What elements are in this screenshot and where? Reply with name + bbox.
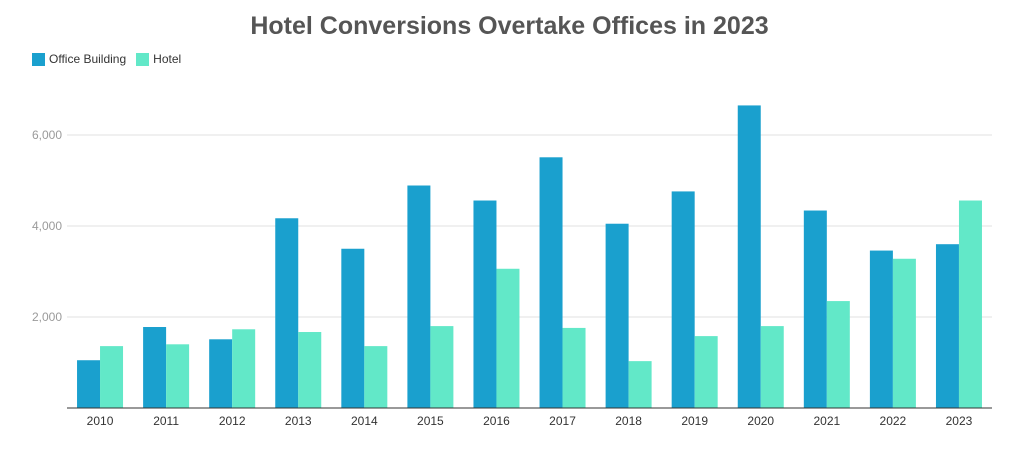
bar-hotel-2021: [826, 301, 850, 408]
bar-office-building-2011: [143, 327, 167, 408]
legend-item-office-building[interactable]: Office Building: [32, 52, 126, 66]
legend-label-hotel: Hotel: [153, 52, 182, 66]
x-tick-label: 2019: [681, 414, 708, 428]
x-tick-label: 2013: [285, 414, 312, 428]
bar-hotel-2012: [232, 329, 256, 408]
bar-hotel-2018: [628, 361, 652, 408]
legend-swatch-hotel: [136, 52, 150, 66]
bar-hotel-2013: [298, 332, 322, 408]
x-tick-label: 2012: [219, 414, 246, 428]
x-tick-label: 2020: [747, 414, 774, 428]
bar-hotel-2019: [694, 336, 718, 408]
bar-office-building-2018: [605, 223, 629, 408]
bar-office-building-2012: [209, 339, 233, 408]
bar-hotel-2022: [892, 258, 916, 408]
bar-office-building-2014: [341, 248, 365, 408]
x-tick-label: 2018: [615, 414, 642, 428]
bar-office-building-2023: [935, 244, 959, 408]
bar-hotel-2010: [100, 346, 124, 408]
bar-office-building-2015: [407, 185, 431, 408]
legend: Office Building Hotel: [32, 52, 191, 66]
bar-office-building-2020: [737, 105, 761, 409]
bar-hotel-2014: [364, 346, 388, 408]
x-tick-label: 2011: [153, 414, 179, 428]
bar-office-building-2019: [671, 191, 695, 408]
legend-swatch-office-building: [32, 52, 45, 66]
x-tick-label: 2022: [880, 414, 907, 428]
bar-office-building-2013: [275, 218, 299, 408]
x-tick-label: 2017: [549, 414, 576, 428]
x-tick-label: 2021: [813, 414, 840, 428]
x-tick-label: 2016: [483, 414, 510, 428]
bar-hotel-2020: [760, 326, 784, 408]
bar-office-building-2010: [77, 360, 101, 408]
bar-hotel-2023: [958, 200, 982, 408]
y-tick-label: 4,000: [32, 219, 62, 233]
legend-label-office-building: Office Building: [49, 52, 127, 66]
bar-office-building-2022: [869, 250, 893, 408]
bar-hotel-2016: [496, 268, 520, 408]
bar-hotel-2015: [430, 326, 454, 408]
legend-item-hotel[interactable]: Hotel: [136, 52, 181, 66]
bar-hotel-2011: [166, 344, 190, 408]
x-tick-label: 2010: [87, 414, 114, 428]
x-tick-label: 2014: [351, 414, 378, 428]
y-tick-label: 2,000: [32, 310, 62, 324]
bar-office-building-2017: [539, 157, 563, 408]
bar-hotel-2017: [562, 327, 586, 408]
bar-office-building-2021: [803, 210, 827, 408]
bar-office-building-2016: [473, 200, 497, 408]
x-tick-label: 2023: [946, 414, 973, 428]
chart-title: Hotel Conversions Overtake Offices in 20…: [250, 12, 769, 40]
y-tick-label: 6,000: [32, 128, 62, 142]
x-tick-label: 2015: [417, 414, 444, 428]
